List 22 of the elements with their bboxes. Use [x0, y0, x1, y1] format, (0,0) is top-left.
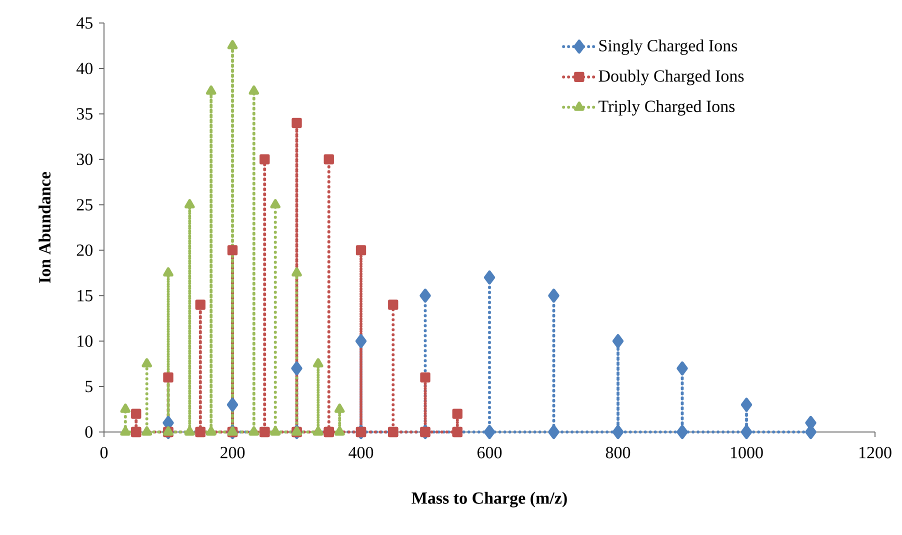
x-tick-label: 600 [477, 446, 502, 458]
y-tick-label: 0 [85, 426, 92, 438]
x-tick-label: 200 [220, 446, 245, 458]
x-tick-label: 0 [100, 446, 108, 458]
y-tick-label: 15 [78, 290, 92, 302]
y-tick-label: 5 [86, 380, 92, 392]
legend-label: Triply Charged Ions [598, 100, 735, 116]
y-tick-label: 35 [76, 108, 92, 120]
x-axis-title: Mass to Charge (m/z) [412, 492, 567, 508]
legend-label: Singly Charged Ions [599, 39, 738, 55]
x-tick-label: 1200 [860, 446, 892, 458]
y-tick-label: 30 [76, 154, 92, 166]
x-tick-label: 800 [606, 446, 630, 458]
x-tick-label: 1000 [731, 446, 763, 458]
y-tick-label: 10 [78, 335, 92, 347]
y-tick-label: 25 [76, 199, 92, 210]
legend-label: Doubly Charged Ions [598, 70, 744, 86]
x-tick-label: 400 [348, 446, 374, 458]
y-tick-label: 40 [76, 62, 92, 74]
y-tick-label: 45 [76, 17, 92, 29]
y-tick-label: 20 [76, 244, 92, 256]
y-axis-title: Ion Abundance [38, 172, 51, 283]
